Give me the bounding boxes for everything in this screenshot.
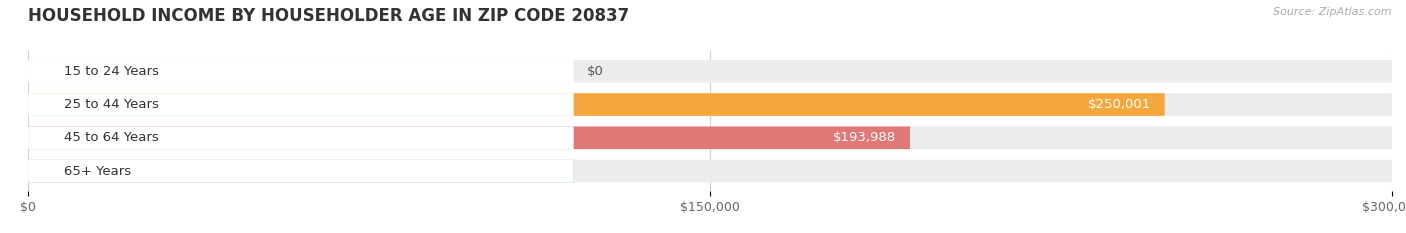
Text: Source: ZipAtlas.com: Source: ZipAtlas.com: [1274, 7, 1392, 17]
FancyBboxPatch shape: [28, 160, 1392, 182]
Text: 15 to 24 Years: 15 to 24 Years: [65, 65, 159, 78]
FancyBboxPatch shape: [28, 93, 574, 116]
Text: $193,988: $193,988: [834, 131, 897, 144]
Text: $120,057: $120,057: [496, 164, 560, 178]
FancyBboxPatch shape: [28, 60, 1392, 82]
Text: $0: $0: [588, 65, 605, 78]
FancyBboxPatch shape: [28, 93, 1164, 116]
Text: 25 to 44 Years: 25 to 44 Years: [65, 98, 159, 111]
Text: $250,001: $250,001: [1088, 98, 1152, 111]
FancyBboxPatch shape: [28, 160, 574, 182]
Text: HOUSEHOLD INCOME BY HOUSEHOLDER AGE IN ZIP CODE 20837: HOUSEHOLD INCOME BY HOUSEHOLDER AGE IN Z…: [28, 7, 630, 25]
FancyBboxPatch shape: [28, 127, 910, 149]
FancyBboxPatch shape: [28, 127, 1392, 149]
FancyBboxPatch shape: [28, 93, 1392, 116]
FancyBboxPatch shape: [28, 60, 574, 82]
Text: 45 to 64 Years: 45 to 64 Years: [65, 131, 159, 144]
Text: 65+ Years: 65+ Years: [65, 164, 132, 178]
FancyBboxPatch shape: [28, 127, 574, 149]
FancyBboxPatch shape: [28, 160, 574, 182]
